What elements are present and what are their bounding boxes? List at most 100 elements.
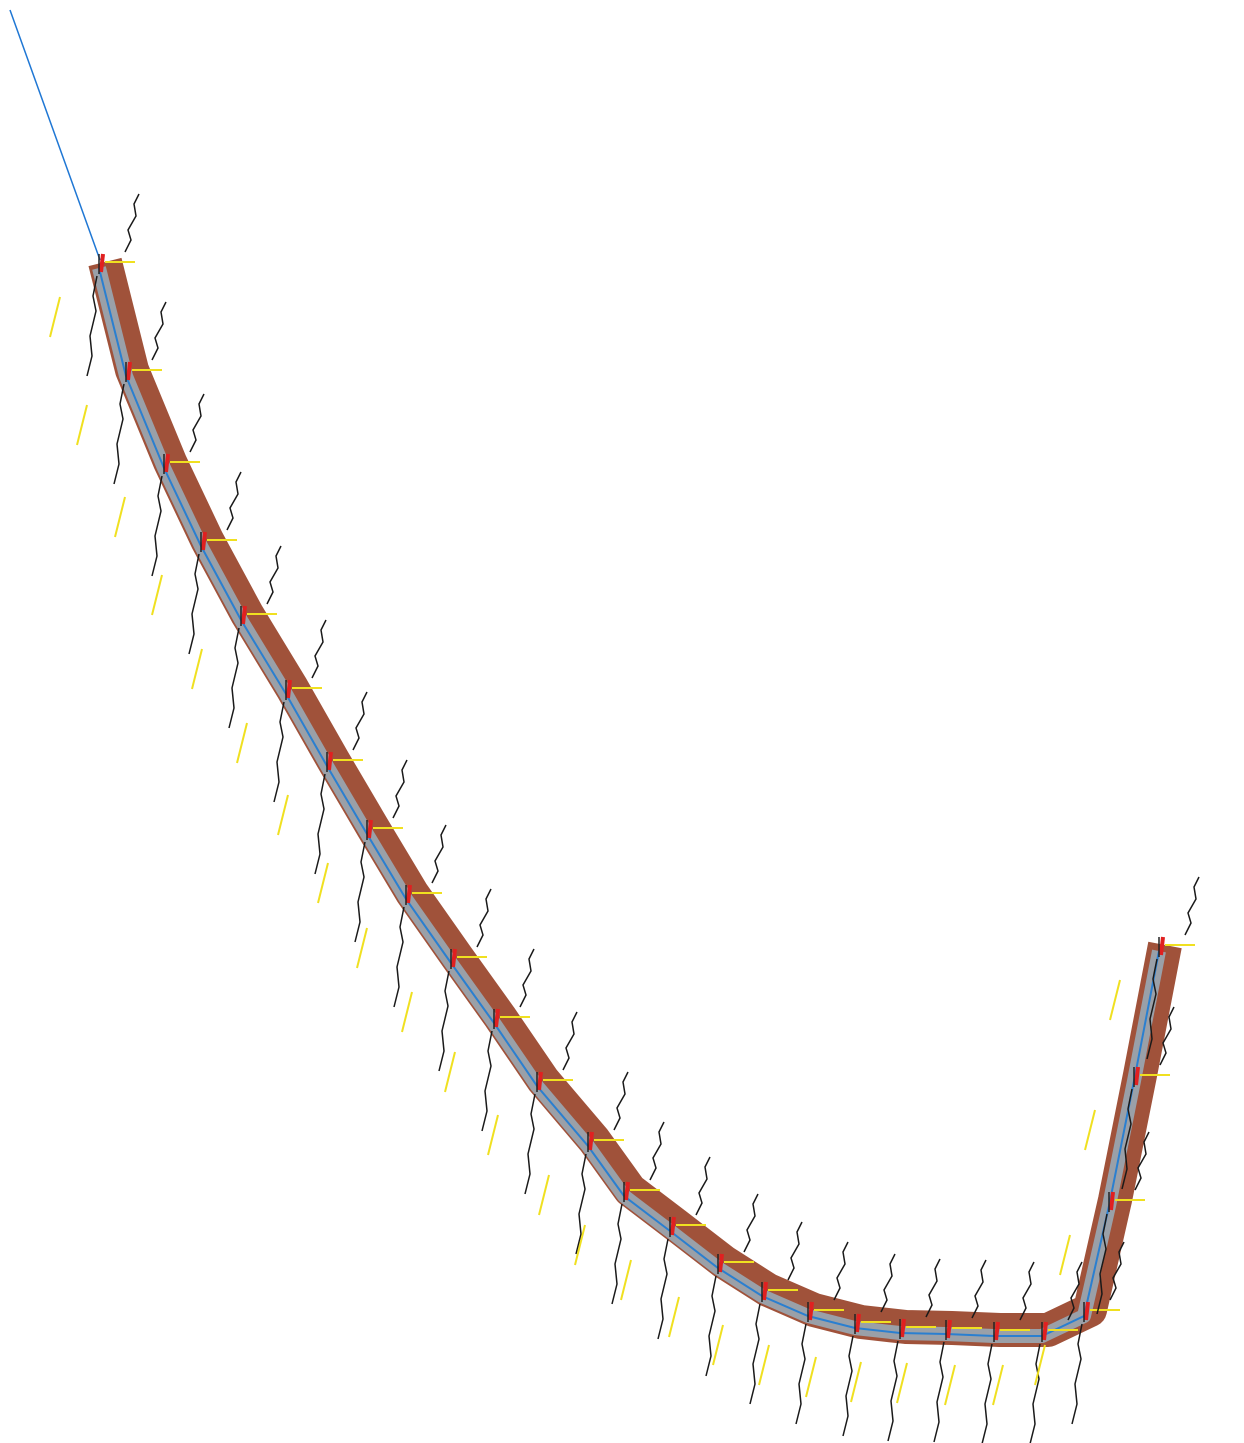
offset-yellow <box>851 1362 861 1402</box>
section-profile <box>1072 1324 1082 1424</box>
section-profile <box>843 1336 853 1436</box>
offset-yellow <box>669 1297 679 1337</box>
section-profile <box>982 1344 992 1443</box>
section-profile <box>1020 1262 1034 1320</box>
section-red <box>408 885 410 903</box>
section-profile <box>312 620 326 678</box>
section-profile <box>315 774 325 874</box>
section-red <box>539 1072 541 1090</box>
section-red <box>764 1282 766 1300</box>
section-profile <box>750 1304 760 1404</box>
offset-yellow <box>152 575 162 615</box>
section-red <box>720 1254 722 1272</box>
section-red <box>1161 937 1163 955</box>
section-profile <box>520 949 534 1007</box>
section-red <box>496 1009 498 1027</box>
section-profile <box>612 1204 622 1304</box>
offset-yellow <box>318 863 328 903</box>
offset-yellow <box>357 928 367 968</box>
cross-section <box>806 1254 895 1436</box>
section-profile <box>650 1122 664 1180</box>
section-profile <box>881 1254 895 1312</box>
section-profile <box>355 842 365 942</box>
section-profile <box>229 628 239 728</box>
offset-yellow <box>50 297 60 337</box>
section-red <box>1111 1192 1113 1210</box>
section-red <box>288 680 290 698</box>
offset-yellow <box>402 992 412 1032</box>
offset-yellow <box>713 1325 723 1365</box>
band-outer <box>105 262 1165 1330</box>
cross-section <box>897 1260 986 1442</box>
section-red <box>369 820 371 838</box>
offset-yellow <box>945 1365 955 1405</box>
section-profile <box>934 1342 944 1442</box>
section-profile <box>125 194 139 252</box>
offset-yellow <box>1110 980 1120 1020</box>
section-red <box>672 1217 674 1235</box>
section-profile <box>189 554 199 654</box>
section-profile <box>114 384 124 484</box>
section-red <box>453 949 455 967</box>
section-profile <box>432 825 446 883</box>
section-profile <box>1030 1344 1040 1443</box>
section-red <box>329 752 331 770</box>
cross-section <box>851 1259 940 1441</box>
section-red <box>590 1132 592 1150</box>
section-profile <box>190 394 204 452</box>
cross-sections <box>50 194 1199 1443</box>
section-red <box>1044 1322 1046 1340</box>
offset-yellow <box>759 1345 769 1385</box>
section-profile <box>394 907 404 1007</box>
section-profile <box>482 1031 492 1131</box>
section-profile <box>788 1222 802 1280</box>
section-profile <box>353 692 367 750</box>
section-red <box>166 454 168 472</box>
offset-yellow <box>993 1365 1003 1405</box>
section-profile <box>834 1242 848 1300</box>
section-red <box>626 1182 628 1200</box>
section-profile <box>972 1260 986 1318</box>
channel-band <box>99 262 1165 1336</box>
corridor-render <box>0 0 1244 1443</box>
offset-yellow <box>192 649 202 689</box>
offset-yellow <box>806 1357 816 1397</box>
offset-yellow <box>1060 1235 1070 1275</box>
section-red <box>857 1314 859 1332</box>
section-profile <box>658 1239 668 1339</box>
section-red <box>243 606 245 624</box>
section-profile <box>563 1012 577 1070</box>
section-profile <box>227 472 241 530</box>
offset-yellow <box>445 1052 455 1092</box>
section-red <box>101 254 103 272</box>
cross-section <box>945 1262 1034 1443</box>
offset-yellow <box>278 795 288 835</box>
offset-yellow <box>539 1175 549 1215</box>
cross-section <box>993 1262 1082 1443</box>
section-profile <box>1185 877 1199 935</box>
offset-yellow <box>1085 1110 1095 1150</box>
section-red <box>203 532 205 550</box>
alignment-lead <box>10 10 100 260</box>
section-profile <box>439 971 449 1071</box>
section-profile <box>477 889 491 947</box>
section-red <box>902 1319 904 1337</box>
section-profile <box>267 546 281 604</box>
section-red <box>1086 1302 1088 1320</box>
section-red <box>128 362 130 380</box>
section-profile <box>152 302 166 360</box>
section-profile <box>744 1194 758 1252</box>
section-profile <box>614 1072 628 1130</box>
section-profile <box>525 1094 535 1194</box>
section-red <box>948 1320 950 1338</box>
offset-yellow <box>77 405 87 445</box>
cross-section <box>759 1242 848 1424</box>
section-profile <box>152 476 162 576</box>
section-red <box>810 1302 812 1320</box>
offset-yellow <box>621 1260 631 1300</box>
section-profile <box>926 1259 940 1317</box>
offset-yellow <box>488 1115 498 1155</box>
section-profile <box>696 1157 710 1215</box>
offset-yellow <box>237 723 247 763</box>
offset-yellow <box>897 1363 907 1403</box>
